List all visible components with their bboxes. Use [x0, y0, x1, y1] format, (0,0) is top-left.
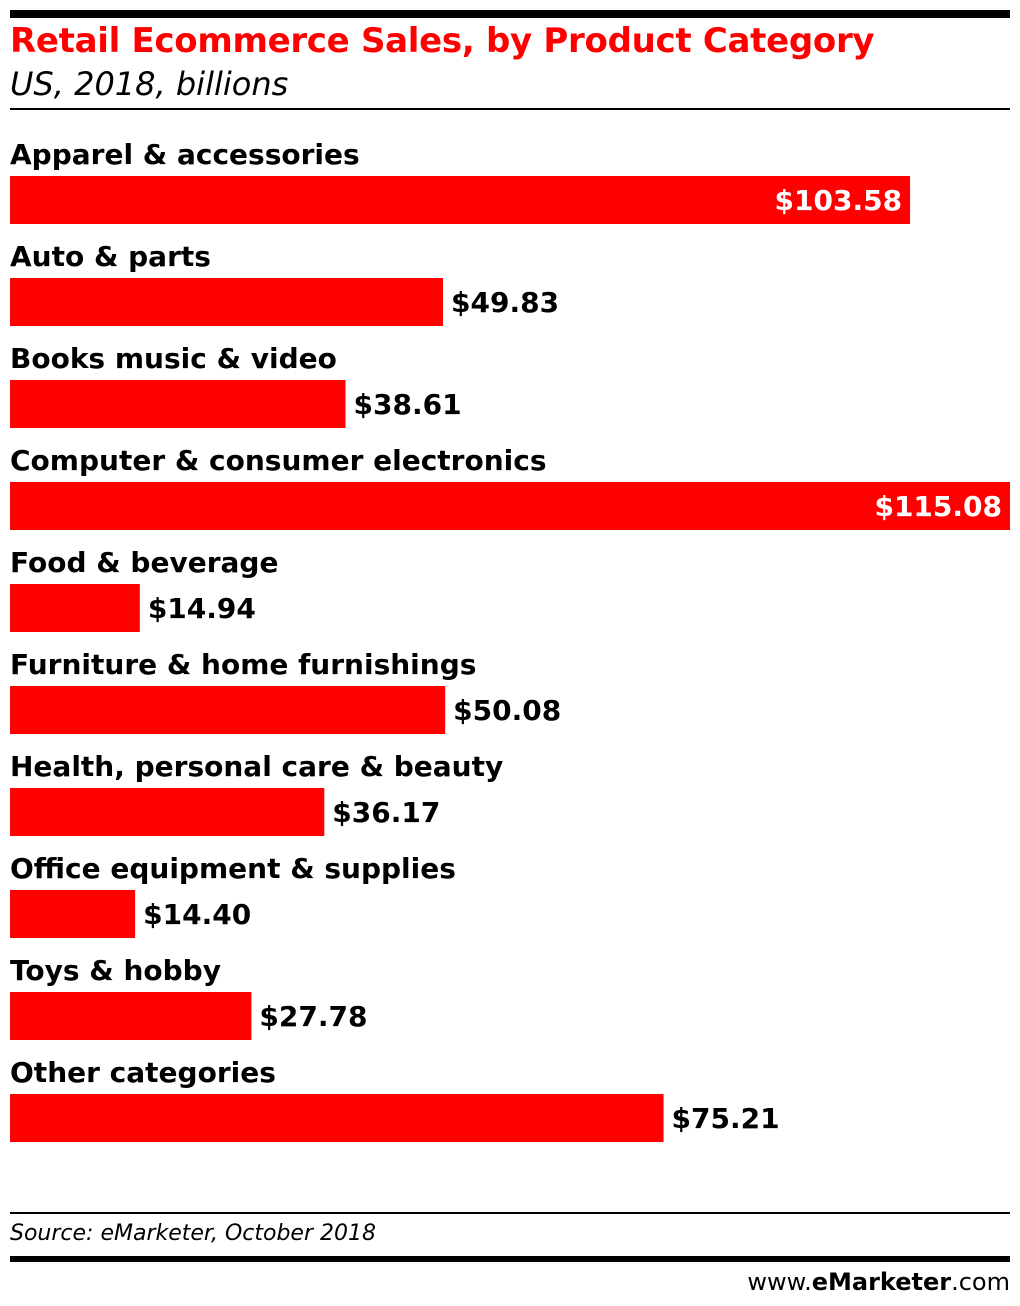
category-label-apparel-accessories: Apparel & accessories	[10, 138, 360, 171]
bar-chart: Apparel & accessories $103.58 Auto & parts…	[10, 138, 1010, 1142]
chart-title: Retail Ecommerce Sales, by Product Categ…	[10, 21, 875, 61]
bar-office-equipment-supplies	[10, 890, 136, 938]
brand-prefix: www.	[747, 1268, 812, 1296]
bar-apparel-accessories	[10, 176, 911, 224]
category-label-office-equipment-supplies: Office equipment & supplies	[10, 852, 456, 885]
source-note: Source: eMarketer, October 2018	[10, 1221, 376, 1246]
category-label-auto-parts: Auto & parts	[10, 240, 211, 273]
category-label-other-categories: Other categories	[10, 1056, 276, 1089]
bar-computer-consumer-electronics	[10, 482, 1010, 530]
footer-rule	[10, 1212, 1010, 1214]
value-label-auto-parts: $49.83	[451, 286, 559, 319]
value-label-toys-hobby: $27.78	[259, 1000, 367, 1033]
bar-food-beverage	[10, 584, 140, 632]
bar-other-categories	[10, 1094, 664, 1142]
category-label-computer-consumer-electronics: Computer & consumer electronics	[10, 444, 547, 477]
category-label-food-beverage: Food & beverage	[10, 546, 278, 579]
bar-toys-hobby	[10, 992, 252, 1040]
value-label-other-categories: $75.21	[672, 1102, 780, 1135]
value-label-office-equipment-supplies: $14.40	[143, 898, 251, 931]
value-label-health-personal-care-beauty: $36.17	[332, 796, 440, 829]
chart-subtitle: US, 2018, billions	[10, 65, 289, 103]
bottom-rule	[10, 1256, 1010, 1262]
bar-furniture-home-furnishings	[10, 686, 446, 734]
category-label-furniture-home-furnishings: Furniture & home furnishings	[10, 648, 476, 681]
value-label-computer-consumer-electronics: $115.08	[874, 490, 1002, 523]
bar-auto-parts	[10, 278, 444, 326]
value-label-apparel-accessories: $103.58	[775, 184, 903, 217]
category-label-health-personal-care-beauty: Health, personal care & beauty	[10, 750, 503, 783]
category-label-toys-hobby: Toys & hobby	[10, 954, 221, 987]
value-label-books-music-video: $38.61	[354, 388, 462, 421]
brand-suffix: .com	[951, 1268, 1010, 1296]
value-label-furniture-home-furnishings: $50.08	[453, 694, 561, 727]
brand-name: eMarketer	[811, 1268, 952, 1296]
top-rule	[10, 10, 1010, 18]
value-label-food-beverage: $14.94	[148, 592, 256, 625]
bar-books-music-video	[10, 380, 346, 428]
header-rule	[10, 108, 1010, 110]
category-label-books-music-video: Books music & video	[10, 342, 337, 375]
bar-health-personal-care-beauty	[10, 788, 325, 836]
brand-url: www.eMarketer.com	[747, 1266, 1010, 1298]
